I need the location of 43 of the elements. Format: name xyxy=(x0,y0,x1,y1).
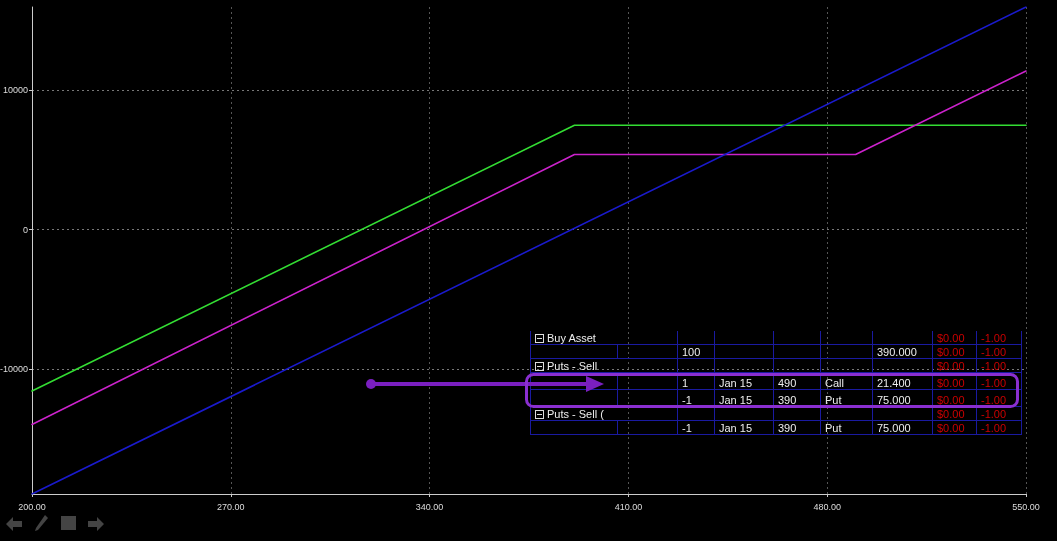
annotation: 100 xyxy=(682,346,701,358)
annotation: $0.00 xyxy=(937,377,965,389)
annotation: Put xyxy=(825,422,842,434)
annotation: 490 xyxy=(778,377,797,389)
x-tick-label: 340.00 xyxy=(415,501,444,512)
annotation: Puts - Sell xyxy=(547,360,598,372)
x-tick-label: 480.00 xyxy=(813,501,841,512)
x-tick-label: 270.00 xyxy=(217,501,245,512)
annotation: -1.00 xyxy=(981,377,1007,389)
annotation: 75.000 xyxy=(877,394,911,406)
annotation: 390 xyxy=(778,422,797,434)
annotation: $0.00 xyxy=(937,360,965,372)
annotation: Puts - Sell ( xyxy=(547,408,604,420)
annotation: Jan 15 xyxy=(719,422,753,434)
annotation: -1.00 xyxy=(981,346,1007,358)
x-tick-label: 200.00 xyxy=(18,501,46,512)
annotation: Jan 15 xyxy=(719,377,753,389)
annotation: -1 xyxy=(682,394,692,406)
annotation: $0.00 xyxy=(937,408,965,420)
x-tick-label: 550.00 xyxy=(1012,501,1040,512)
annotation: $0.00 xyxy=(937,422,965,434)
annotation: Buy Asset xyxy=(547,332,596,344)
annotation: -1.00 xyxy=(981,422,1007,434)
annotation: -1.00 xyxy=(981,408,1007,420)
annotation: Put xyxy=(825,394,842,406)
annotation: -1 xyxy=(682,422,692,434)
y-tick-label: 0 xyxy=(22,224,28,235)
annotation: -1.00 xyxy=(981,360,1007,372)
x-tick-label: 410.00 xyxy=(614,501,643,512)
annotation: 390.000 xyxy=(877,346,917,358)
annotation: 21.400 xyxy=(877,377,911,389)
annotation: $0.00 xyxy=(937,332,965,344)
annotation: 1 xyxy=(682,377,689,389)
annotation: Call xyxy=(825,377,844,389)
annotation: Jan 15 xyxy=(719,394,753,406)
annotation: 75.000 xyxy=(877,422,911,434)
annotation: $0.00 xyxy=(937,346,965,358)
annotation: $0.00 xyxy=(937,394,965,406)
annotation: -1.00 xyxy=(981,332,1007,344)
annotation: -1.00 xyxy=(981,394,1007,406)
y-tick-label: -10000 xyxy=(0,363,28,374)
y-tick-label: 10000 xyxy=(2,85,28,96)
annotation: 390 xyxy=(778,394,797,406)
